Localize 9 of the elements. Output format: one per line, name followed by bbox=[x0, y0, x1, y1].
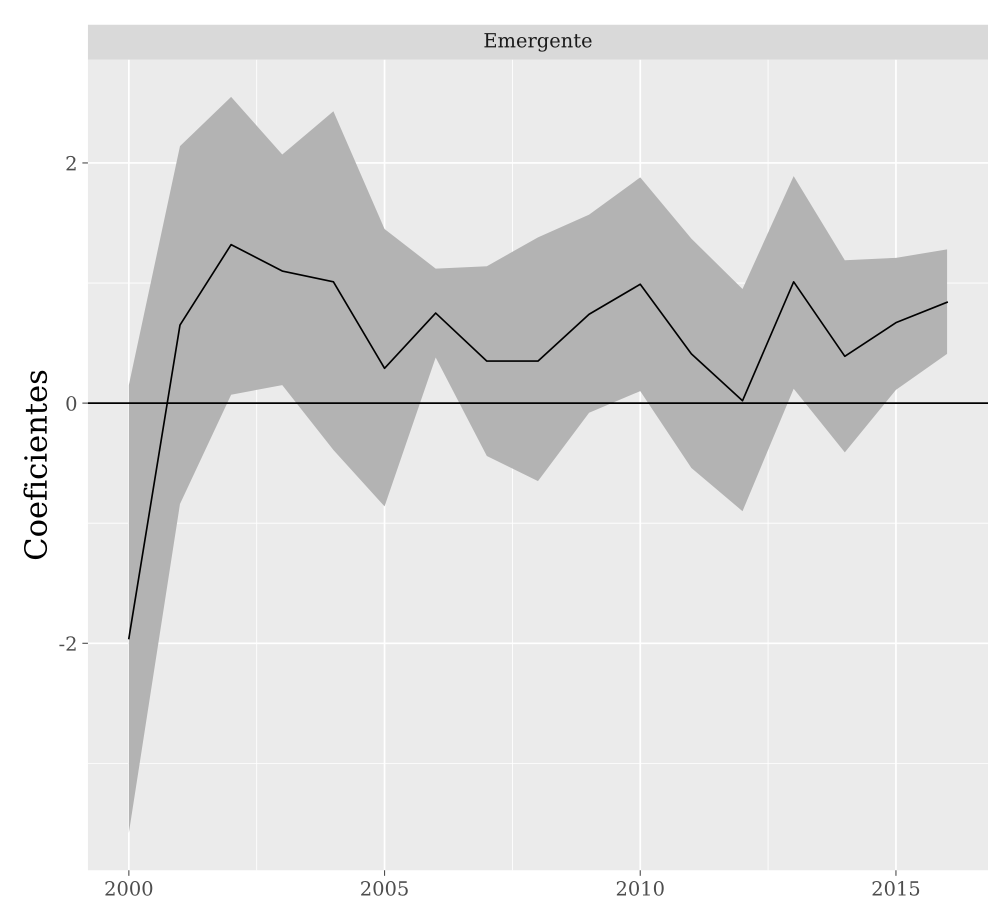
y-axis-title: Coeficientes bbox=[23, 370, 48, 560]
x-tick-label: 2010 bbox=[616, 881, 664, 896]
x-tick-label: 2015 bbox=[872, 881, 920, 896]
x-tick-label: 2000 bbox=[105, 881, 152, 896]
x-tick-label: 2005 bbox=[361, 881, 408, 896]
chart-title: Emergente bbox=[484, 33, 592, 52]
y-tick-label: -2 bbox=[59, 636, 76, 651]
y-tick-label: 0 bbox=[66, 396, 76, 411]
y-tick-label: 2 bbox=[66, 156, 76, 170]
